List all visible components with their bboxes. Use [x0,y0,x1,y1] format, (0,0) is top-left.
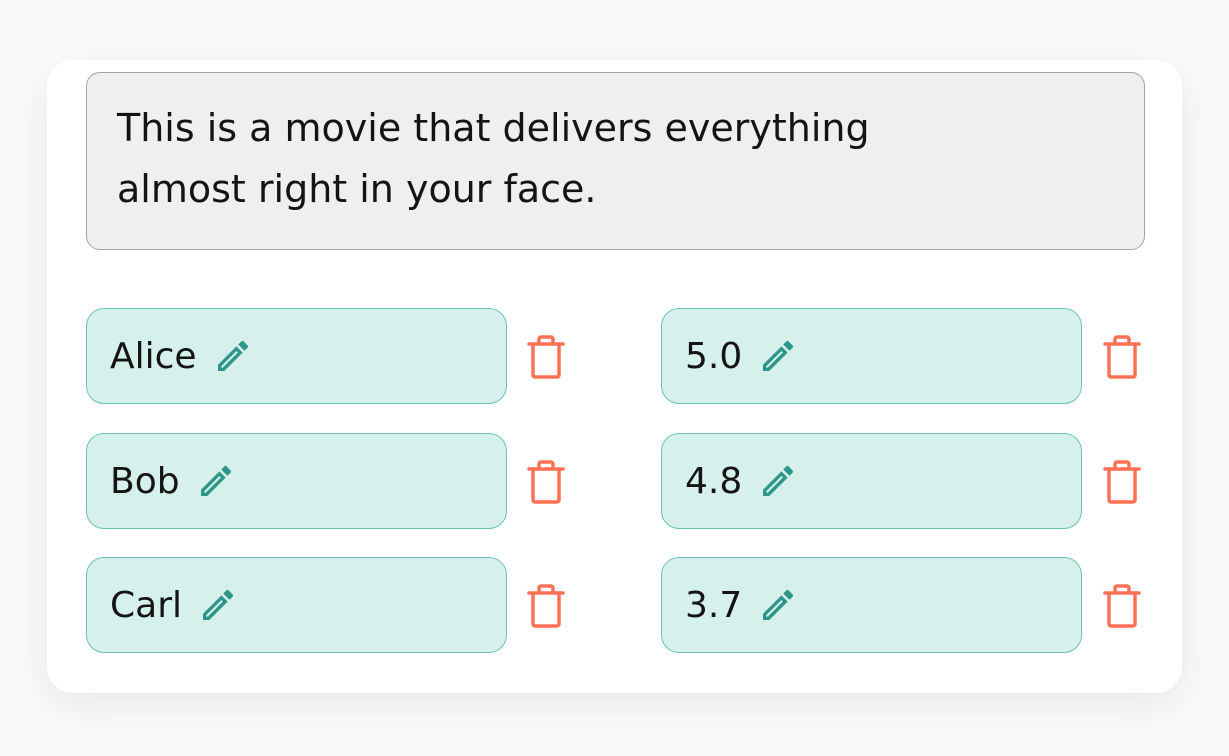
name-chip[interactable]: Carl [86,557,507,653]
review-text-line-1: This is a movie that delivers everything [117,106,870,150]
pencil-icon[interactable] [758,336,798,376]
score-chip[interactable]: 4.8 [661,433,1082,529]
name-label: Bob [110,460,180,502]
trash-icon[interactable] [527,584,565,628]
score-chip[interactable]: 3.7 [661,557,1082,653]
trash-icon[interactable] [527,335,565,379]
review-text[interactable]: This is a movie that delivers everything… [86,72,1145,250]
review-card: This is a movie that delivers everything… [47,60,1182,693]
trash-icon[interactable] [527,460,565,504]
pencil-icon[interactable] [758,585,798,625]
name-label: Carl [110,584,182,626]
trash-icon[interactable] [1103,460,1141,504]
pencil-icon[interactable] [196,461,236,501]
score-label: 3.7 [685,584,743,626]
score-label: 5.0 [685,335,743,377]
pencil-icon[interactable] [198,585,238,625]
name-chip[interactable]: Alice [86,308,507,404]
score-chip[interactable]: 5.0 [661,308,1082,404]
trash-icon[interactable] [1103,584,1141,628]
score-label: 4.8 [685,460,743,502]
pencil-icon[interactable] [213,336,253,376]
name-chip[interactable]: Bob [86,433,507,529]
trash-icon[interactable] [1103,335,1141,379]
name-label: Alice [110,335,197,377]
pencil-icon[interactable] [758,461,798,501]
review-text-line-2: almost right in your face. [117,167,597,211]
